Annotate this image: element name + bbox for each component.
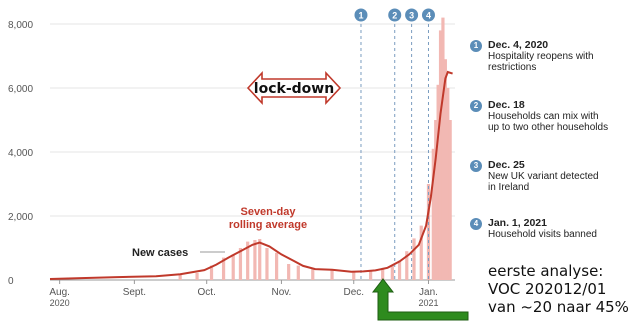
new-cases-label: New cases	[132, 247, 188, 259]
y-tick-label: 2,000	[8, 212, 33, 223]
annotation-badge: 3	[470, 160, 482, 172]
case-bar	[258, 239, 262, 280]
analysis-note: eerste analyse: VOC 202012/01 van ~20 na…	[488, 262, 629, 316]
case-bar	[221, 257, 226, 280]
case-bar	[231, 254, 235, 280]
case-bar	[443, 59, 447, 281]
annotation-text: New UK variant detected	[488, 171, 599, 182]
note-line: eerste analyse:	[488, 262, 604, 280]
annotation-3: 3 Dec. 25 New UK variant detected in Ire…	[470, 160, 599, 193]
event-badge-label: 3	[409, 11, 414, 21]
case-bar	[246, 241, 250, 280]
annotation-1: 1 Dec. 4, 2020 Hospitality reopens with …	[470, 40, 594, 73]
y-tick-label: 4,000	[8, 148, 33, 159]
case-bar	[405, 251, 409, 280]
y-tick-label: 6,000	[8, 84, 33, 95]
case-bar	[330, 269, 334, 280]
annotation-badge: 2	[470, 100, 482, 112]
case-bar	[238, 248, 243, 280]
x-tick-sublabel: 2020	[50, 298, 70, 308]
case-bar	[265, 248, 269, 280]
case-bar	[426, 184, 431, 280]
annotation-badge: 4	[470, 218, 482, 230]
annotation-text: Household visits banned	[488, 229, 597, 240]
annotation-4: 4 Jan. 1, 2021 Household visits banned	[470, 218, 597, 240]
case-bar	[438, 30, 443, 281]
case-bar	[253, 240, 257, 280]
case-bar	[275, 252, 279, 280]
case-bar	[434, 120, 438, 280]
annotation-date: Dec. 4, 2020	[488, 39, 549, 51]
case-bar	[441, 17, 445, 280]
event-badge	[421, 8, 435, 22]
annotation-date: Jan. 1, 2021	[488, 217, 547, 229]
event-badge-label: 4	[426, 11, 431, 21]
case-bar	[381, 268, 385, 280]
case-bar	[287, 264, 291, 280]
annotation-badge: 1	[470, 40, 482, 52]
case-bar	[448, 120, 452, 280]
annotation-date: Dec. 25	[488, 159, 525, 171]
case-bar	[419, 225, 423, 280]
case-bar	[369, 271, 373, 280]
rolling-average-label: Seven-day	[240, 206, 296, 218]
annotation-2: 2 Dec. 18 Households can mix with up to …	[470, 100, 608, 133]
lockdown-label: lock-down	[254, 81, 334, 97]
case-bar	[412, 238, 416, 280]
case-bar	[296, 265, 300, 280]
case-bar	[352, 271, 356, 280]
annotation-date: Dec. 18	[488, 99, 525, 111]
x-tick-label: Jan.	[419, 287, 438, 298]
case-bar	[209, 265, 214, 280]
y-tick-label: 0	[8, 276, 14, 287]
annotation-text: restrictions	[488, 62, 537, 73]
case-bar	[431, 148, 435, 280]
case-bar	[195, 272, 199, 280]
lockdown-arrow	[246, 70, 342, 106]
x-tick-label: Dec.	[343, 287, 364, 298]
annotation-text: in Ireland	[488, 182, 530, 193]
y-tick-label: 8,000	[8, 20, 33, 31]
event-badge	[405, 8, 419, 22]
case-bar	[178, 274, 182, 280]
x-tick-label: Aug.	[49, 287, 70, 298]
green-arrow	[371, 278, 469, 321]
case-bar	[446, 88, 450, 280]
rolling-average-line	[49, 70, 453, 280]
event-badge	[388, 8, 402, 22]
rolling-average-label: rolling average	[229, 219, 307, 231]
x-tick-label: Sept.	[123, 287, 146, 298]
case-bar	[311, 268, 315, 280]
case-bar	[390, 265, 394, 280]
event-badge-label: 2	[392, 11, 397, 21]
annotation-text: Households can mix with	[488, 111, 599, 122]
annotation-text: Hospitality reopens with	[488, 51, 594, 62]
annotation-text: up to two other households	[488, 122, 609, 133]
event-badge	[354, 8, 368, 22]
case-bar	[436, 84, 440, 280]
note-line: van ~20 naar 45%	[488, 298, 629, 316]
x-tick-sublabel: 2021	[418, 298, 438, 308]
event-badge-label: 1	[358, 11, 363, 21]
case-bar	[397, 260, 402, 280]
x-tick-label: Oct.	[198, 287, 216, 298]
x-tick-label: Nov.	[272, 287, 292, 298]
note-line: VOC 202012/01	[488, 280, 607, 298]
